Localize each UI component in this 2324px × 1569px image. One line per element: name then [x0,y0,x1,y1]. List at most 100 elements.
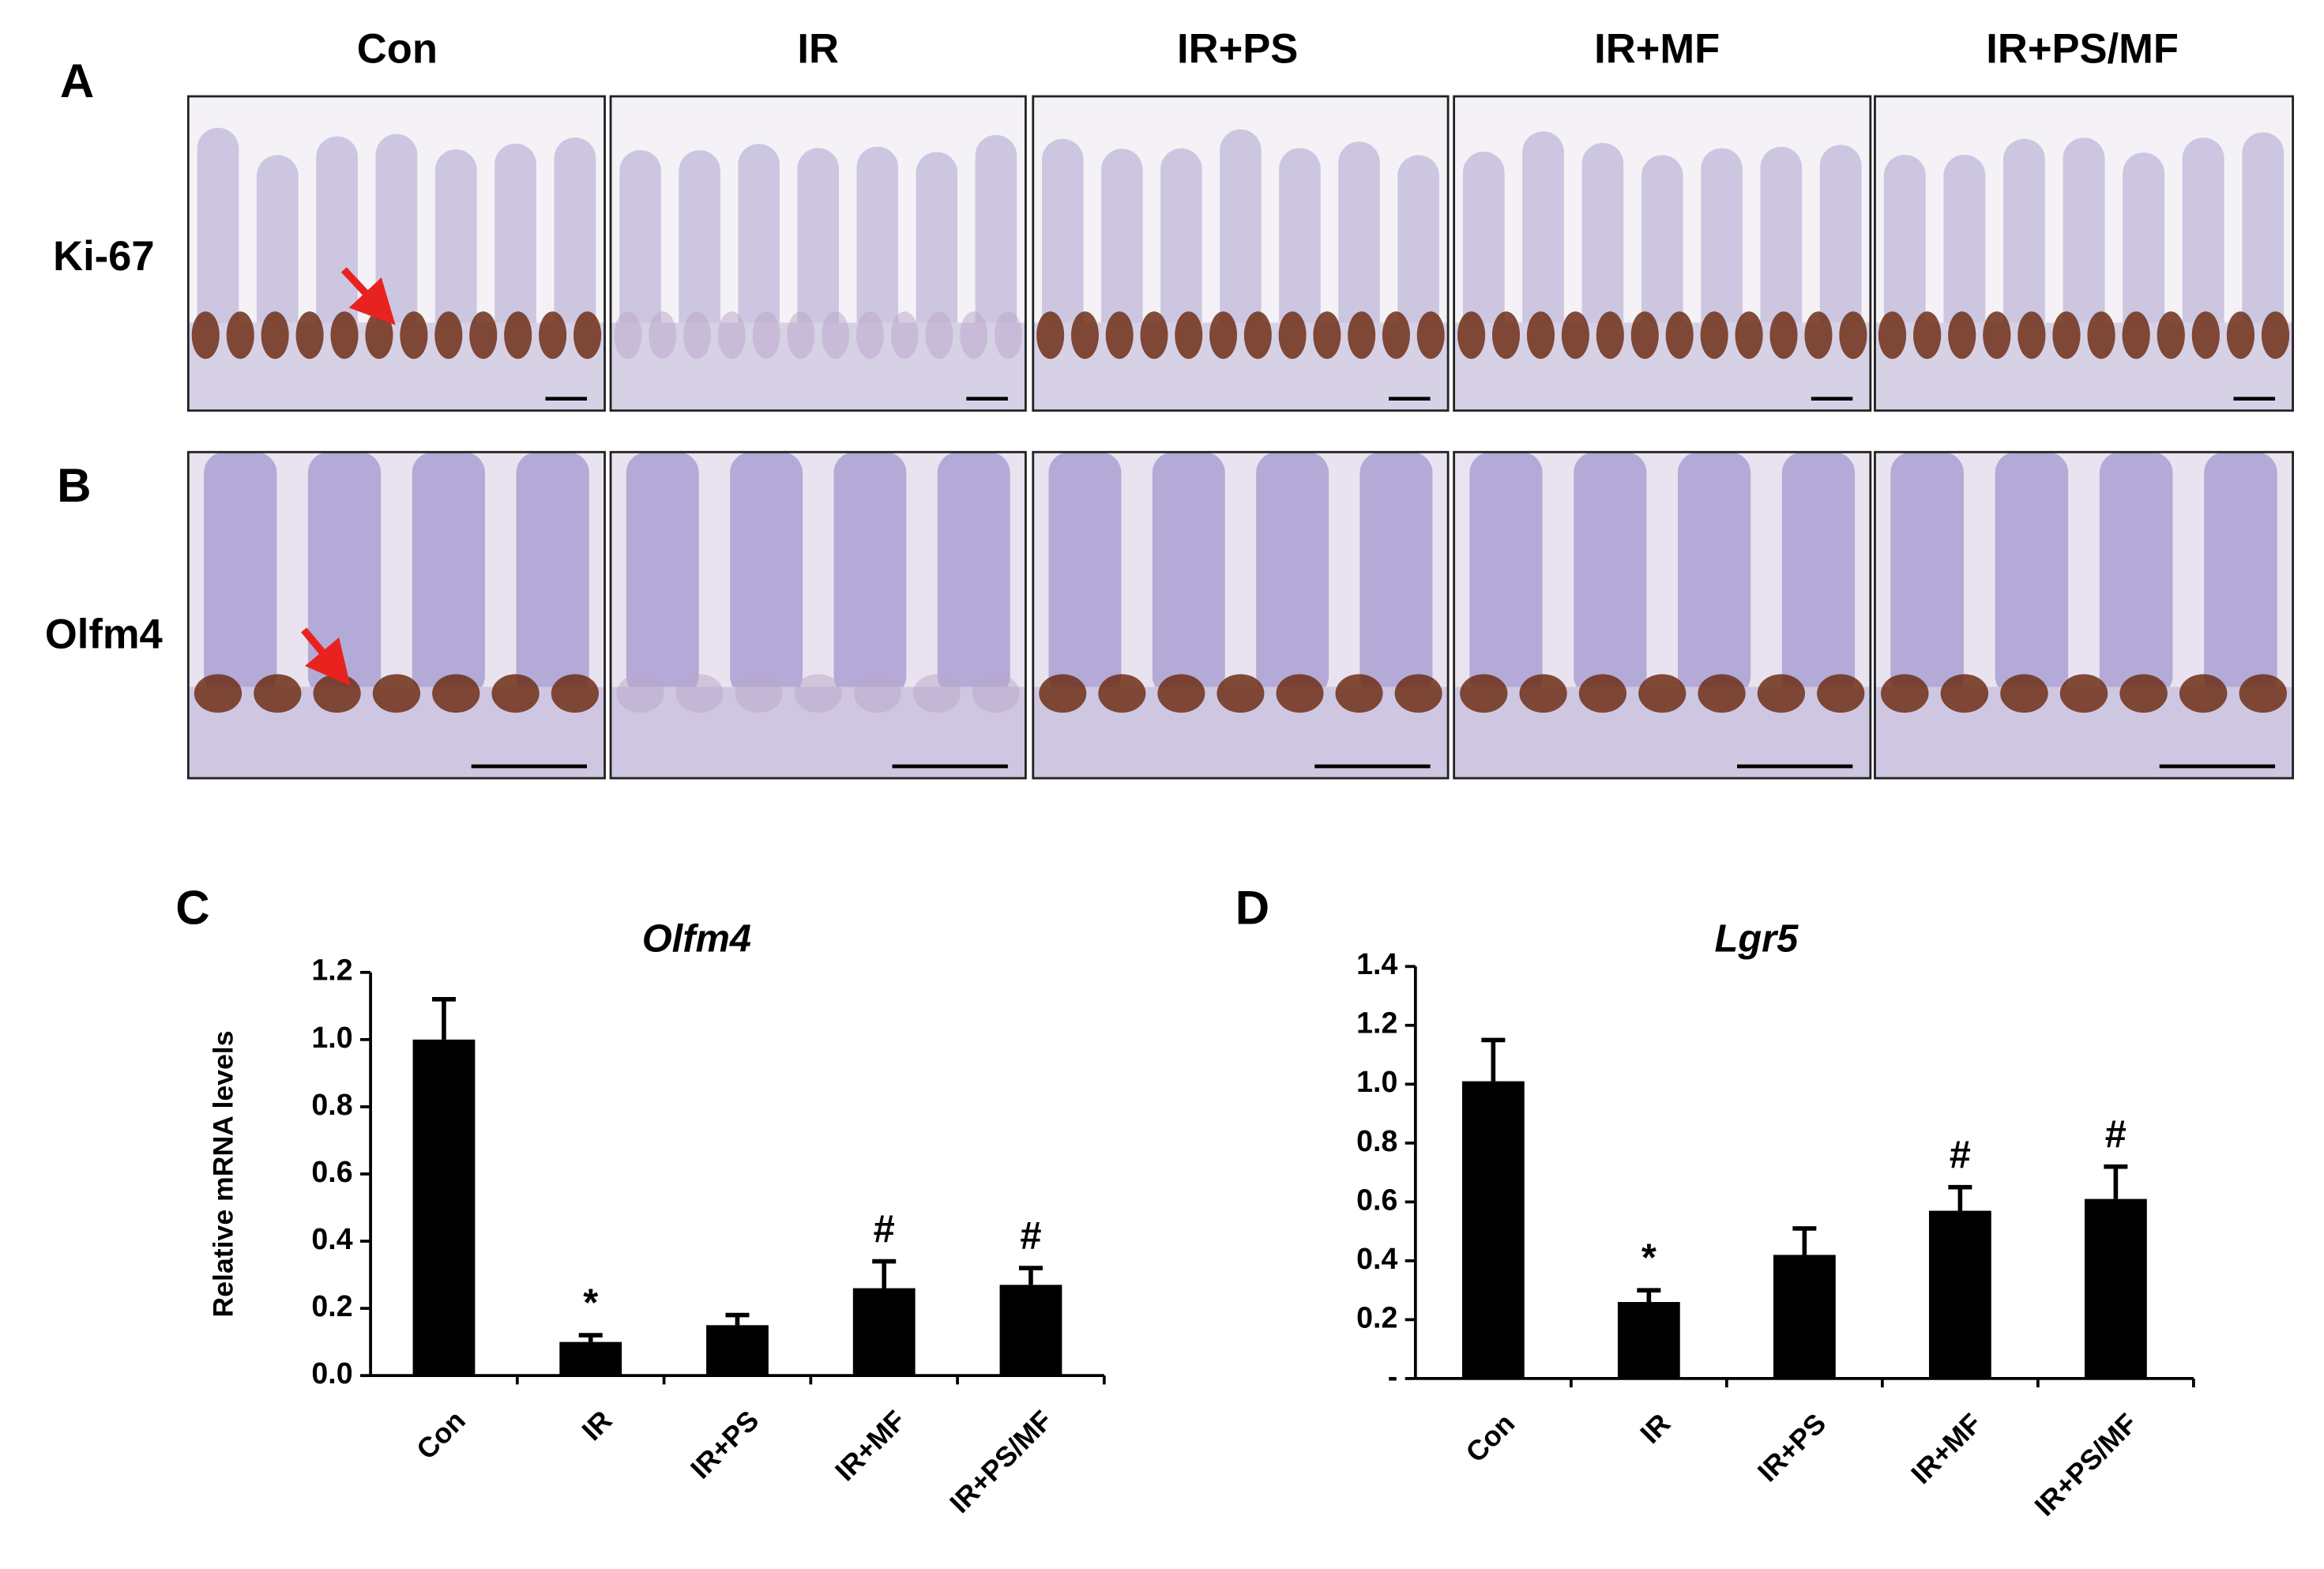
chart-title: Olfm4 [642,917,751,960]
crypt [1596,311,1624,359]
crypt [1940,674,1989,713]
crypt [1348,311,1376,359]
crypt [1036,311,1065,359]
row-label: Ki-67 [53,233,154,280]
crypt [1578,674,1627,713]
crypt [2087,311,2115,359]
crypt [261,311,289,359]
crypt [1912,311,1942,359]
villus [833,452,907,697]
crypt [890,311,919,359]
y-tick-label: 0.0 [311,1356,352,1390]
submucosa [188,322,605,411]
crypt [675,674,724,713]
crypt [1519,674,1567,713]
y-tick-label: 0.4 [1356,1242,1397,1275]
y-tick-label: 0.2 [311,1289,352,1323]
crypt [1630,311,1659,359]
micrograph-border [1032,450,1450,780]
crypt [254,674,302,713]
villus [730,452,803,697]
crypt [2261,311,2290,359]
villus [1359,452,1433,697]
crypt [787,311,815,359]
significance-mark: * [1641,1236,1657,1279]
crypt [1175,311,1203,359]
crypt [551,674,600,713]
villus [1995,452,2069,697]
crypt [1457,311,1486,359]
crypt [2191,311,2220,359]
villus [516,452,589,697]
crypt [2239,674,2288,713]
villus [1522,131,1564,367]
crypt [469,311,498,359]
crypt [1098,674,1146,713]
micrograph-border [1453,450,1872,780]
crypt [1394,674,1442,713]
crypt [191,311,220,359]
crypt [912,674,961,713]
crypt [1491,311,1521,359]
submucosa [1453,322,1871,411]
micrograph-border [1453,95,1872,412]
crypt [1878,311,1907,359]
villus [412,452,485,697]
bar [412,1039,476,1376]
arrow [301,627,351,687]
crypt [1039,674,1087,713]
submucosa [1875,322,2293,411]
crypt [491,674,540,713]
villus [1256,452,1329,697]
micrograph-border [186,95,606,412]
y-tick-label: 0.4 [311,1222,352,1255]
crypt [1769,311,1798,359]
villus [1781,452,1856,697]
y-tick-label: 0.8 [311,1088,352,1121]
crypt [1243,311,1272,359]
villus [2204,452,2277,697]
crypt [2122,311,2150,359]
x-tick-label: IR+MF [829,1405,912,1488]
crypt [616,674,664,713]
crypt [2018,311,2046,359]
crypt [1313,311,1341,359]
x-tick-label: IR+PS [685,1405,765,1485]
crypt [1209,311,1238,359]
villus [1152,452,1225,697]
bar [559,1341,622,1376]
x-tick-label: IR [576,1405,618,1447]
villus [1574,452,1647,697]
crypt [794,674,842,713]
crypt [822,311,850,359]
crypt [2000,674,2048,713]
crypt [649,311,677,359]
villus [2242,132,2285,368]
crypt [1561,311,1589,359]
crypt [2119,674,2168,713]
x-tick-label: IR [1634,1407,1676,1449]
villus [2182,137,2224,374]
crypt [400,311,428,359]
y-tick-label: 1.0 [311,1021,352,1054]
villus [197,127,239,364]
crypt [372,674,421,713]
crypt [313,674,361,713]
crypt [1757,674,1805,713]
crypt [1839,311,1867,359]
crypt [1460,674,1508,713]
crypt [330,311,359,359]
crypt [735,674,783,713]
y-tick-label: 1.2 [1356,1006,1397,1040]
crypt [1804,311,1833,359]
crypt [1276,674,1324,713]
crypt [994,311,1023,359]
bar [1928,1210,1991,1379]
crypt [2157,311,2185,359]
villus [1469,452,1543,697]
panel-label: D [1235,882,1269,935]
chart-title: Lgr5 [1715,917,1799,960]
crypt [972,674,1020,713]
